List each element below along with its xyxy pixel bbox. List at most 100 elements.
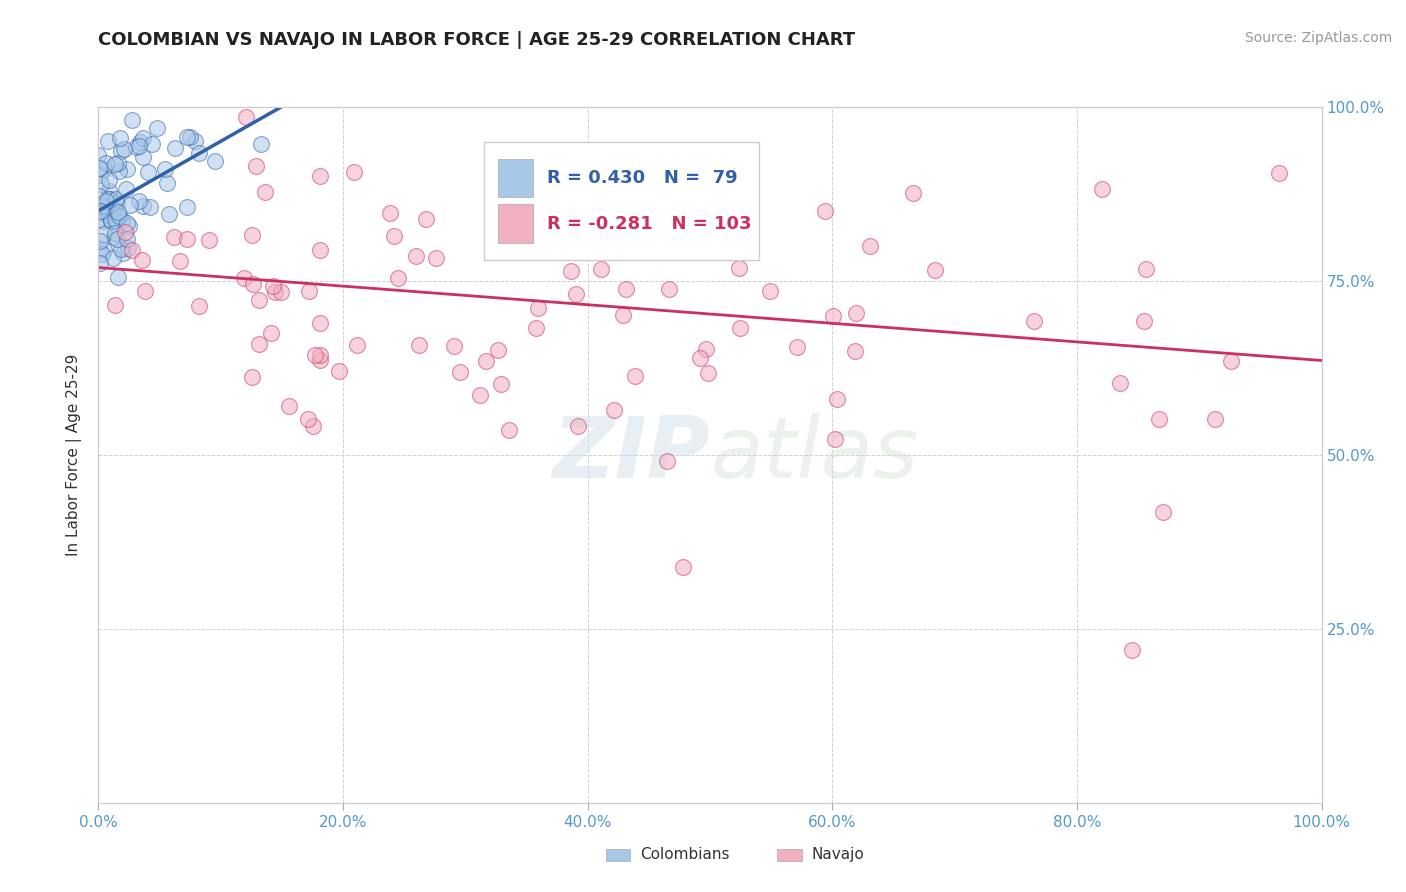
Point bbox=[262, 278, 284, 293]
Point bbox=[658, 282, 681, 296]
Point bbox=[250, 136, 273, 151]
Point bbox=[93, 244, 115, 258]
Point bbox=[176, 200, 198, 214]
Point bbox=[91, 247, 114, 261]
Point bbox=[115, 217, 138, 231]
Point bbox=[786, 340, 808, 354]
Point bbox=[415, 211, 437, 226]
Point bbox=[141, 136, 163, 151]
Point bbox=[104, 157, 127, 171]
Point bbox=[157, 207, 180, 221]
Point bbox=[98, 192, 121, 206]
Point bbox=[486, 343, 509, 357]
Point bbox=[183, 134, 205, 148]
Point bbox=[449, 365, 471, 379]
Point bbox=[728, 260, 751, 275]
Text: Source: ZipAtlas.com: Source: ZipAtlas.com bbox=[1244, 31, 1392, 45]
Point bbox=[97, 208, 120, 222]
Point bbox=[117, 241, 139, 255]
Point bbox=[176, 232, 198, 246]
Point bbox=[235, 110, 257, 124]
Point bbox=[247, 336, 270, 351]
Point bbox=[93, 227, 115, 241]
Point bbox=[1219, 354, 1241, 368]
Point bbox=[91, 199, 114, 213]
Point bbox=[146, 121, 169, 136]
Point bbox=[179, 130, 201, 145]
Point bbox=[100, 213, 122, 227]
Point bbox=[115, 182, 138, 196]
Point bbox=[104, 298, 127, 312]
Point bbox=[1149, 412, 1171, 426]
Point bbox=[515, 176, 537, 190]
Point bbox=[672, 560, 695, 574]
Point bbox=[408, 338, 430, 352]
Point bbox=[132, 199, 155, 213]
Point bbox=[136, 165, 159, 179]
Point bbox=[156, 176, 179, 190]
Point bbox=[187, 145, 209, 160]
Point bbox=[382, 228, 405, 243]
Point bbox=[165, 141, 187, 155]
Point bbox=[824, 432, 846, 446]
Point bbox=[90, 203, 112, 218]
Point bbox=[139, 200, 162, 214]
Point bbox=[176, 129, 198, 144]
Point bbox=[309, 347, 332, 361]
Point bbox=[107, 196, 129, 211]
Point bbox=[100, 213, 122, 227]
Point bbox=[89, 161, 111, 175]
Point bbox=[475, 354, 498, 368]
Point bbox=[647, 143, 669, 157]
Point bbox=[94, 194, 117, 209]
Point bbox=[264, 285, 287, 299]
Point bbox=[825, 392, 848, 407]
Point bbox=[87, 197, 110, 211]
Point bbox=[118, 198, 141, 212]
Point bbox=[665, 189, 688, 203]
Point bbox=[115, 232, 138, 246]
Point bbox=[498, 424, 520, 438]
Point bbox=[1121, 643, 1143, 657]
Point bbox=[115, 161, 138, 176]
Point bbox=[696, 366, 718, 380]
Point bbox=[387, 271, 409, 285]
Point bbox=[89, 256, 111, 270]
Point bbox=[131, 252, 153, 267]
Point bbox=[107, 270, 129, 285]
Point bbox=[242, 277, 264, 291]
Point bbox=[695, 342, 717, 356]
Point bbox=[515, 169, 537, 183]
Point bbox=[524, 321, 547, 335]
Point bbox=[614, 283, 637, 297]
Point bbox=[603, 403, 626, 417]
Text: ZIP: ZIP bbox=[553, 413, 710, 497]
Point bbox=[304, 348, 326, 362]
Point bbox=[163, 230, 186, 244]
Point bbox=[91, 206, 114, 220]
Point bbox=[612, 309, 634, 323]
Point bbox=[232, 271, 254, 285]
Point bbox=[309, 316, 332, 330]
Point bbox=[567, 419, 589, 434]
Point bbox=[111, 212, 134, 227]
Point bbox=[134, 285, 156, 299]
Point bbox=[486, 182, 509, 196]
Point bbox=[302, 418, 325, 433]
Point bbox=[343, 165, 366, 179]
Point bbox=[723, 236, 745, 251]
Point bbox=[103, 229, 125, 244]
Point bbox=[108, 210, 131, 224]
Point bbox=[759, 284, 782, 298]
Point bbox=[1108, 376, 1130, 390]
Point bbox=[624, 369, 647, 384]
Point bbox=[89, 234, 111, 248]
Point bbox=[108, 131, 131, 145]
Point bbox=[132, 131, 155, 145]
Point bbox=[298, 285, 321, 299]
Point bbox=[128, 194, 150, 208]
Point bbox=[97, 184, 120, 198]
Bar bbox=[606, 848, 630, 862]
Bar bbox=[498, 204, 533, 243]
Point bbox=[814, 204, 837, 219]
